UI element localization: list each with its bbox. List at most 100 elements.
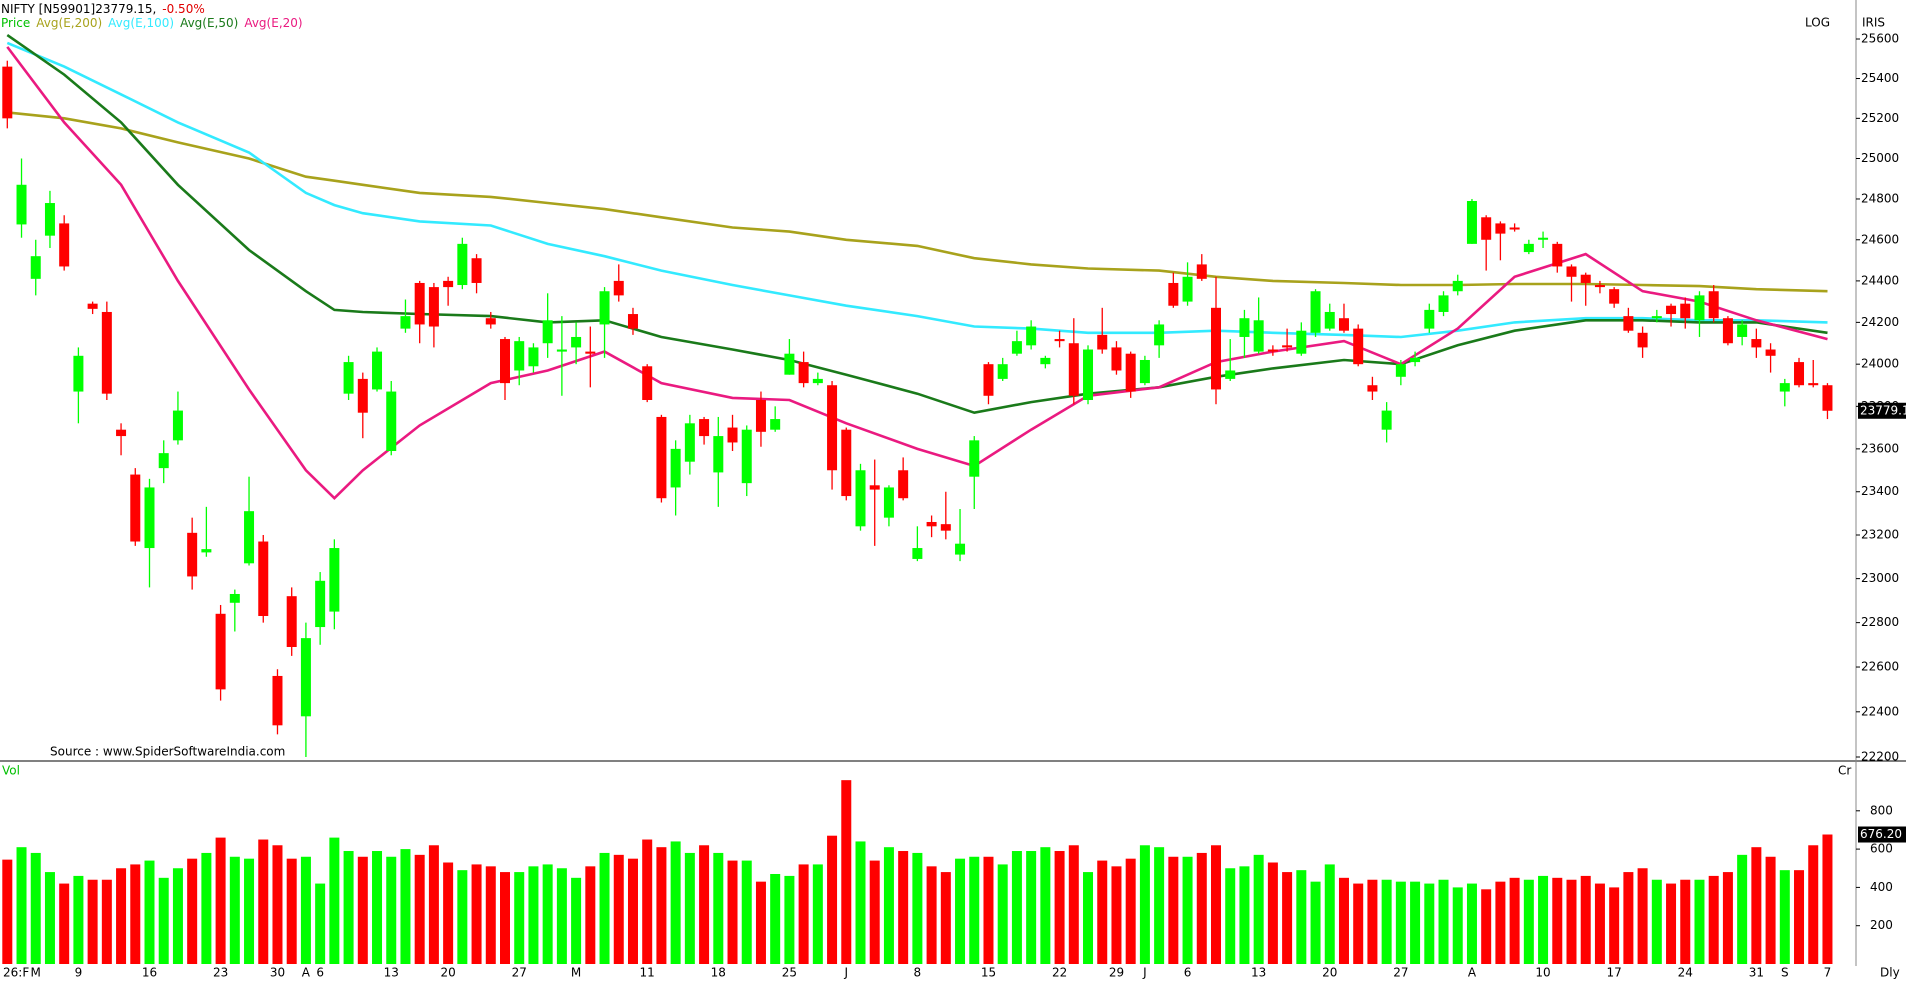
candle-body xyxy=(1623,316,1634,331)
candle-body xyxy=(955,543,966,555)
y-tick-label: 25400 xyxy=(1861,71,1899,85)
x-tick-label: 31 xyxy=(1749,966,1764,980)
scale-label: LOG xyxy=(1805,16,1830,30)
volume-bar xyxy=(556,868,567,964)
volume-bar xyxy=(1168,856,1179,964)
volume-bar xyxy=(59,883,70,964)
candle-body xyxy=(1381,410,1392,430)
candle-body xyxy=(528,347,539,367)
candle-body xyxy=(428,287,439,327)
x-tick-label: 27 xyxy=(1393,966,1408,980)
candle-body xyxy=(1253,320,1264,352)
tool-label: IRIS xyxy=(1862,16,1885,30)
volume-bar xyxy=(1822,834,1833,964)
candle-body xyxy=(443,280,454,288)
volume-bar xyxy=(1509,877,1520,964)
volume-bar xyxy=(1466,883,1477,964)
candle-body xyxy=(1367,385,1378,392)
x-tick-label: S xyxy=(1781,966,1789,980)
candle-body xyxy=(1324,311,1335,329)
candle-body xyxy=(869,485,880,490)
volume-bar xyxy=(528,866,539,964)
x-tick-label: J xyxy=(844,966,849,980)
volume-bar xyxy=(1765,856,1776,964)
last-volume-label-box xyxy=(1858,826,1906,843)
candle-body xyxy=(300,638,311,717)
candle-body xyxy=(258,541,269,617)
volume-bar xyxy=(1253,854,1264,964)
candle-body xyxy=(1011,341,1022,354)
candle-body xyxy=(1424,309,1435,329)
volume-bar xyxy=(300,856,311,964)
volume-bar xyxy=(30,852,41,964)
candle-body xyxy=(44,203,55,236)
volume-bar xyxy=(1523,879,1534,964)
volume-bar xyxy=(201,852,212,964)
volume-bar xyxy=(1566,879,1577,964)
volume-bar xyxy=(1779,870,1790,964)
candle-body xyxy=(1296,330,1307,354)
candle-body xyxy=(144,487,155,549)
candle-body xyxy=(798,362,809,384)
volume-tick-label: 600 xyxy=(1870,842,1893,856)
candle-body xyxy=(1737,324,1748,337)
x-tick-label: 20 xyxy=(440,966,455,980)
volume-bar xyxy=(1708,875,1719,964)
candle-body xyxy=(670,448,681,488)
volume-unit: Cr xyxy=(1838,764,1851,778)
candle-body xyxy=(1267,349,1278,352)
candle-body xyxy=(713,436,724,473)
candle-body xyxy=(1338,318,1349,331)
volume-bar xyxy=(1666,883,1677,964)
last-volume-label: 676.20 xyxy=(1860,827,1902,841)
volume-bar xyxy=(784,875,795,964)
candle-body xyxy=(1680,303,1691,319)
y-tick-label: 22200 xyxy=(1861,750,1899,764)
candle-body xyxy=(471,258,482,283)
x-tick-label: 6 xyxy=(316,966,324,980)
volume-bar xyxy=(883,847,894,964)
volume-bar xyxy=(1267,862,1278,964)
volume-bar xyxy=(1552,877,1563,964)
candle-body xyxy=(642,366,653,401)
candle-body xyxy=(755,400,766,432)
candle-body xyxy=(457,243,468,286)
candle-body xyxy=(1452,280,1463,292)
volume-bar xyxy=(1026,851,1037,964)
volume-bar xyxy=(727,860,738,964)
candle-body xyxy=(812,378,823,384)
volume-bar xyxy=(130,864,141,964)
candle-body xyxy=(912,548,923,559)
volume-bar xyxy=(1481,889,1492,964)
candle-body xyxy=(1225,370,1236,379)
candle-body xyxy=(1438,295,1449,312)
candle-body xyxy=(386,391,397,452)
volume-bar xyxy=(841,780,852,964)
x-tick-label: 22 xyxy=(1052,966,1067,980)
y-tick-label: 24400 xyxy=(1861,273,1899,287)
volume-bar xyxy=(428,845,439,964)
last-price-label: 23779.1 xyxy=(1860,403,1906,417)
moving-average-line xyxy=(6,41,1828,339)
volume-bar xyxy=(500,872,510,964)
candle-body xyxy=(585,351,596,354)
candle-body xyxy=(1410,357,1421,363)
volume-bar xyxy=(770,873,781,964)
volume-bar xyxy=(599,852,610,964)
candle-body xyxy=(116,429,127,437)
x-tick-label: 6 xyxy=(1184,966,1192,980)
volume-bar xyxy=(926,866,937,964)
candle-body xyxy=(1310,291,1321,333)
volume-bar xyxy=(1410,881,1421,964)
candle-body xyxy=(1068,343,1079,396)
candle-body xyxy=(1395,364,1406,377)
volume-bar xyxy=(827,835,838,964)
candle-body xyxy=(187,532,198,577)
candle-body xyxy=(1466,201,1477,244)
x-tick-label: 24 xyxy=(1678,966,1693,980)
volume-bar xyxy=(1182,856,1193,964)
candle-body xyxy=(997,364,1008,379)
volume-bar xyxy=(1353,883,1364,964)
y-tick-label: 23200 xyxy=(1861,527,1899,541)
